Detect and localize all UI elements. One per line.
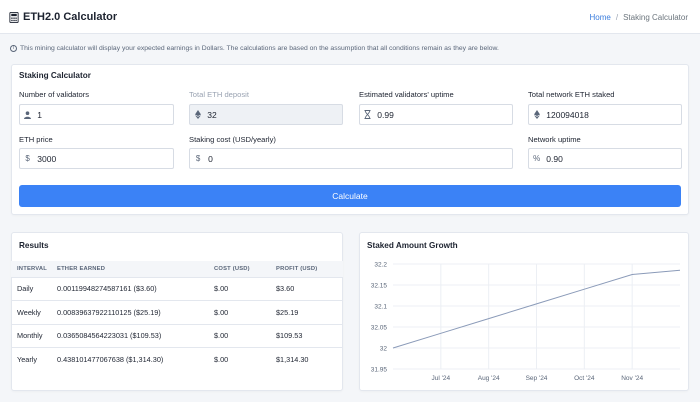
x-tick-label: Nov '24	[621, 375, 643, 382]
calculate-button[interactable]: Calculate	[19, 185, 681, 207]
validators-label: Number of validators	[19, 90, 90, 99]
uptime-label: Estimated validators' uptime	[359, 90, 454, 99]
table-row: Yearly 0.438101477067638 ($1,314.30) $.0…	[11, 347, 343, 371]
ether-cell: 0.438101477067638 ($1,314.30)	[51, 347, 208, 371]
results-table: INTERVAL ETHER EARNED COST (USD) PROFIT …	[11, 261, 343, 371]
x-tick-label: Jul '24	[432, 375, 451, 382]
network-staked-input-group	[528, 104, 682, 125]
column-header-interval: INTERVAL	[11, 261, 51, 277]
network-staked-input[interactable]	[544, 105, 681, 124]
breadcrumb: Home / Staking Calculator	[590, 13, 689, 22]
app-title: ETH2.0 Calculator	[9, 11, 117, 23]
results-header-row: INTERVAL ETHER EARNED COST (USD) PROFIT …	[11, 261, 343, 277]
ethereum-icon	[529, 105, 544, 124]
y-tick-label: 32.15	[371, 283, 388, 290]
column-header-profit: PROFIT (USD)	[270, 261, 343, 277]
cost-cell: $.00	[208, 300, 270, 324]
interval-cell: Weekly	[11, 300, 51, 324]
network-uptime-input[interactable]	[544, 149, 681, 168]
info-message: i This mining calculator will display yo…	[10, 45, 499, 52]
network-uptime-label: Network uptime	[528, 135, 581, 144]
y-tick-label: 32.05	[371, 325, 388, 332]
dollar-icon: $	[25, 154, 30, 163]
interval-cell: Monthly	[11, 323, 51, 348]
deposit-input-group	[189, 104, 343, 125]
ether-cell: 0.00119948274587161 ($3.60)	[51, 276, 208, 301]
ethereum-icon	[190, 105, 205, 124]
y-tick-label: 32.2	[374, 262, 387, 269]
calculator-icon	[9, 11, 19, 23]
series-line	[392, 269, 681, 349]
staking-cost-input[interactable]	[206, 149, 512, 168]
profit-cell: $25.19	[270, 300, 343, 324]
ether-cell: 0.00839637922110125 ($25.19)	[51, 300, 208, 324]
table-row: Monthly 0.0365084564223031 ($109.53) $.0…	[11, 323, 343, 348]
x-tick-label: Aug '24	[478, 375, 500, 382]
eth-price-input[interactable]	[35, 149, 173, 168]
results-title: Results	[19, 241, 49, 250]
table-row: Daily 0.00119948274587161 ($3.60) $.00 $…	[11, 276, 343, 301]
ether-cell: 0.0365084564223031 ($109.53)	[51, 323, 208, 348]
hourglass-icon	[360, 105, 375, 124]
x-tick-label: Oct '24	[574, 375, 595, 382]
cost-cell: $.00	[208, 323, 270, 348]
chart-title: Staked Amount Growth	[367, 241, 458, 250]
profit-cell: $109.53	[270, 323, 343, 348]
chart-card	[359, 232, 689, 391]
top-header: ETH2.0 Calculator Home / Staking Calcula…	[0, 0, 700, 34]
dollar-icon: $	[195, 154, 201, 163]
eth-price-input-group: $	[19, 148, 174, 169]
y-tick-label: 31.95	[371, 367, 388, 374]
network-staked-label: Total network ETH staked	[528, 90, 615, 99]
breadcrumb-current: Staking Calculator	[623, 13, 688, 22]
y-tick-label: 32	[380, 346, 388, 353]
cost-cell: $.00	[208, 347, 270, 371]
info-icon: i	[10, 45, 17, 52]
info-text: This mining calculator will display your…	[20, 45, 499, 52]
column-header-cost: COST (USD)	[208, 261, 270, 277]
deposit-input[interactable]	[205, 105, 342, 124]
breadcrumb-home-link[interactable]: Home	[589, 13, 611, 22]
y-tick-label: 32.1	[374, 304, 387, 311]
cost-cell: $.00	[208, 276, 270, 301]
uptime-input-group	[359, 104, 513, 125]
uptime-input[interactable]	[375, 105, 512, 124]
staking-calculator-title: Staking Calculator	[19, 71, 91, 80]
profit-cell: $1,314.30	[270, 347, 343, 371]
interval-cell: Daily	[11, 276, 51, 301]
x-tick-label: Sep '24	[526, 375, 548, 382]
interval-cell: Yearly	[11, 347, 51, 371]
validators-input-group	[19, 104, 174, 125]
network-uptime-input-group: %	[528, 148, 682, 169]
user-icon	[20, 105, 35, 124]
staking-cost-input-group: $	[189, 148, 513, 169]
table-row: Weekly 0.00839637922110125 ($25.19) $.00…	[11, 300, 343, 324]
profit-cell: $3.60	[270, 276, 343, 301]
validators-input[interactable]	[35, 105, 173, 124]
column-header-ether: ETHER EARNED	[51, 261, 208, 277]
app-title-text: ETH2.0 Calculator	[23, 11, 118, 23]
staking-cost-label: Staking cost (USD/yearly)	[189, 135, 276, 144]
percent-icon: %	[533, 154, 541, 163]
eth-price-label: ETH price	[19, 135, 53, 144]
deposit-label: Total ETH deposit	[189, 90, 249, 99]
breadcrumb-separator: /	[615, 13, 619, 22]
